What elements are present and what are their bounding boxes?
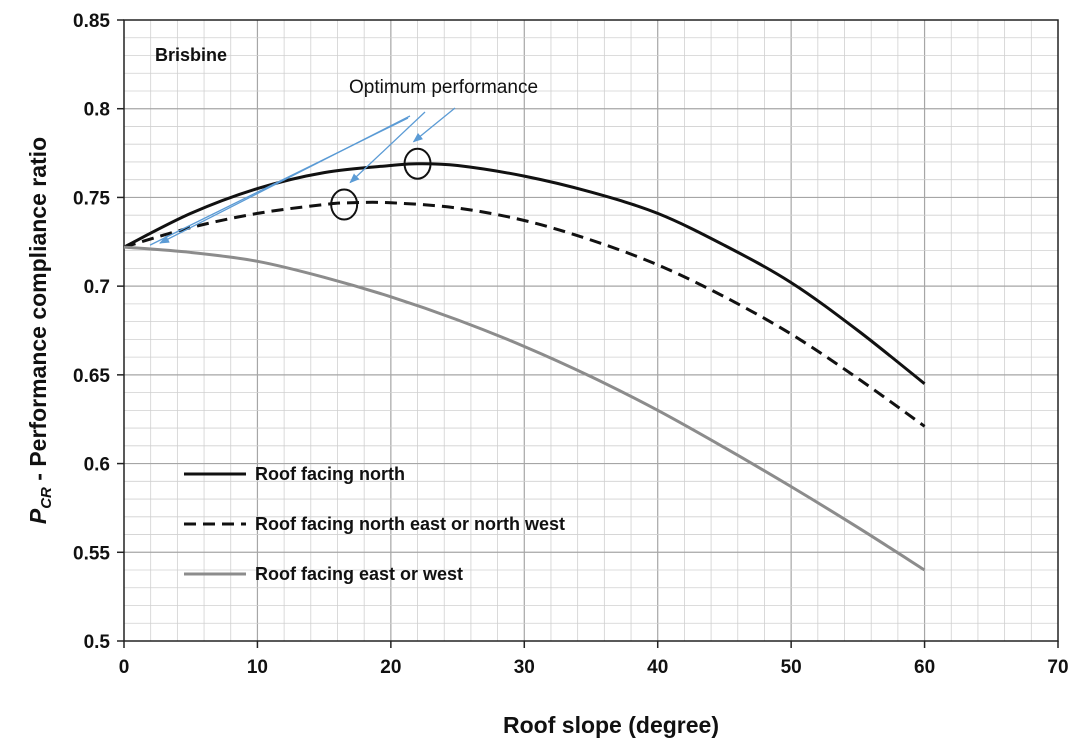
y-tick-label: 0.65 bbox=[73, 366, 110, 387]
x-tick-label: 20 bbox=[380, 657, 401, 678]
axes: 0 10 20 30 40 50 60 70 0.5 0.55 0.6 0.65 0.7 0.75 0.8 0… bbox=[73, 11, 1069, 678]
legend-label: Roof facing east or west bbox=[255, 564, 463, 584]
location-label: Brisbine bbox=[155, 45, 227, 65]
legend-label: Roof facing north east or north west bbox=[255, 514, 565, 534]
y-tick-label: 0.75 bbox=[73, 188, 110, 209]
x-axis-title: Roof slope (degree) bbox=[503, 712, 719, 738]
x-tick-label: 40 bbox=[647, 657, 668, 678]
y-tick-label: 0.8 bbox=[84, 100, 110, 121]
x-tick-label: 10 bbox=[247, 657, 268, 678]
x-tick-label: 30 bbox=[514, 657, 535, 678]
y-tick-label: 0.7 bbox=[84, 277, 110, 298]
series-line-north-east-west bbox=[123, 200, 926, 428]
annotations bbox=[149, 107, 456, 246]
series-lines bbox=[123, 162, 926, 572]
y-tick-label: 0.55 bbox=[73, 543, 110, 564]
optimum-arrow bbox=[412, 107, 456, 143]
y-axis-subscript: CR bbox=[38, 487, 55, 509]
series-line-north bbox=[123, 162, 926, 385]
x-tick-label: 60 bbox=[914, 657, 935, 678]
legend-label: Roof facing north bbox=[255, 464, 405, 484]
grid bbox=[124, 20, 1058, 641]
series-line-east-west bbox=[123, 245, 926, 572]
y-tick-label: 0.6 bbox=[84, 455, 110, 476]
optimum-circle bbox=[403, 147, 432, 180]
x-tick-label: 50 bbox=[781, 657, 802, 678]
optimum-performance-label: Optimum performance bbox=[349, 77, 538, 98]
x-tick-label: 0 bbox=[119, 657, 130, 678]
y-tick-label: 0.85 bbox=[73, 11, 110, 32]
y-axis-label-text: - Performance compliance ratio bbox=[25, 137, 51, 487]
x-tick-label: 70 bbox=[1047, 657, 1068, 678]
y-tick-label: 0.5 bbox=[84, 632, 111, 653]
y-axis-symbol: P bbox=[25, 508, 51, 524]
legend: Roof facing north Roof facing north east … bbox=[184, 464, 565, 584]
y-axis-title: PCR - Performance compliance ratio bbox=[25, 137, 55, 524]
optimum-arrow-line bbox=[149, 117, 409, 246]
plot-area-frame bbox=[123, 19, 1059, 642]
optimum-circle bbox=[330, 188, 359, 221]
optimum-arrow bbox=[349, 111, 426, 184]
